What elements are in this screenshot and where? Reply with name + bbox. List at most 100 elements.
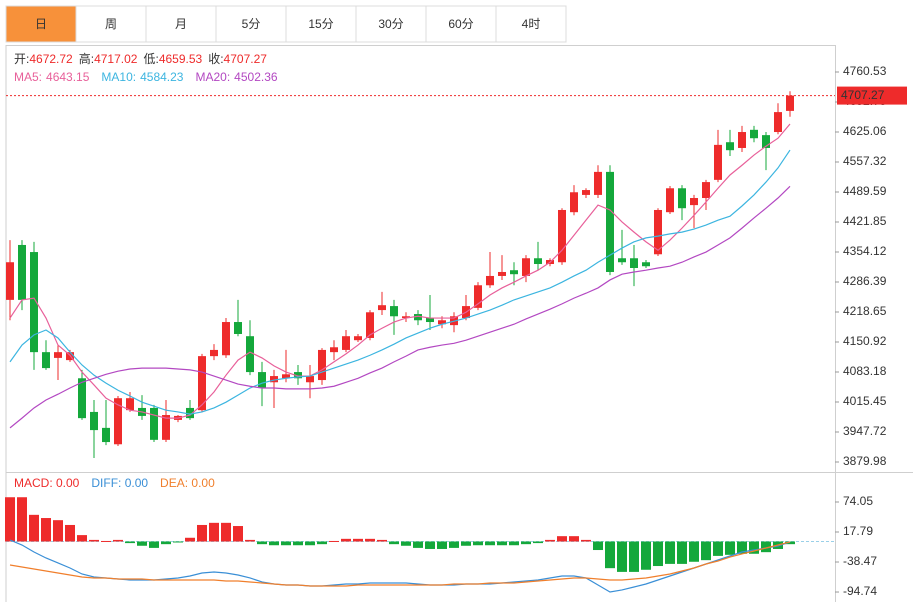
candle-body (306, 376, 314, 383)
legend-name: MA20: (195, 70, 230, 84)
y-tick-label: 3947.72 (843, 424, 887, 438)
y-tick-label: 74.05 (843, 494, 873, 508)
macd-bar (653, 541, 663, 567)
candle-body (78, 378, 86, 419)
macd-bar (737, 541, 747, 554)
candle-body (54, 352, 62, 358)
macd-bar (329, 540, 339, 542)
macd-bar (41, 518, 51, 542)
macd-bar (149, 541, 159, 548)
legend-value: 4584.23 (140, 70, 184, 84)
tab-label[interactable]: 月 (175, 17, 187, 31)
candle-body (678, 188, 686, 209)
ohlc-value: 4659.53 (159, 52, 203, 66)
candle-body (498, 271, 506, 276)
candle-body (162, 415, 170, 440)
macd-bar (437, 541, 447, 549)
tab-label[interactable]: 日 (35, 17, 47, 31)
macd-bar (365, 538, 375, 542)
macd-bar (89, 539, 99, 542)
macd-bar (713, 541, 723, 556)
candle-body (150, 407, 158, 440)
candle-body (774, 112, 782, 133)
candle-body (582, 190, 590, 195)
macd-bar (77, 535, 87, 542)
candle-body (342, 336, 350, 350)
tab-label[interactable]: 5分 (242, 17, 261, 31)
tab[interactable] (495, 5, 567, 43)
candle-body (666, 188, 674, 213)
macd-bar (5, 497, 15, 542)
macd-bar (785, 541, 795, 545)
line-series (9, 149, 791, 415)
macd-bar (521, 541, 531, 545)
macd-bar (245, 539, 255, 542)
candle-body (258, 372, 266, 389)
candle-body (282, 374, 290, 379)
tab[interactable] (215, 5, 287, 43)
candle-body (642, 262, 650, 267)
candle-body (18, 244, 26, 300)
candle-body (486, 275, 494, 286)
line-series (9, 185, 791, 429)
candle-body (702, 182, 710, 199)
y-tick-label: 4083.18 (843, 364, 887, 378)
candle-body (618, 258, 626, 263)
ohlc-label: 低: (143, 52, 158, 66)
candle-body (330, 347, 338, 353)
candle-body (270, 376, 278, 383)
tab-label[interactable]: 60分 (448, 17, 473, 31)
candle-body (750, 129, 758, 139)
macd-bar (593, 541, 603, 551)
tab[interactable] (145, 5, 217, 43)
macd-bar (185, 537, 195, 542)
tab[interactable] (5, 5, 77, 43)
y-tick-label: 4015.45 (843, 394, 887, 408)
macd-bar (665, 541, 675, 564)
candle-body (606, 171, 614, 272)
tab-label[interactable]: 30分 (378, 17, 403, 31)
y-tick-label: -38.47 (843, 554, 877, 568)
macd-bar (761, 541, 771, 553)
macd-bar (569, 536, 579, 542)
macd-bar (545, 539, 555, 542)
tab-label[interactable]: 4时 (522, 17, 541, 31)
macd-bar (641, 541, 651, 570)
macd-bar (125, 541, 135, 544)
macd-bar (137, 541, 147, 546)
candle-body (390, 306, 398, 317)
macd-bar (305, 541, 315, 546)
candle-body (690, 198, 698, 206)
macd-bar (113, 539, 123, 542)
legend-name: MACD: 0.00 (14, 476, 80, 490)
tab[interactable] (75, 5, 147, 43)
last-price-box (837, 86, 907, 105)
candle-body (186, 407, 194, 419)
ohlc-header: 开:4672.72 高:4717.02 低:4659.53 收:4707.27 (14, 51, 267, 66)
y-tick-label: 4218.65 (843, 304, 887, 318)
legend-name: MA5: (14, 70, 42, 84)
macd-bar (557, 536, 567, 542)
candle-body (654, 209, 662, 255)
macd-bar (725, 541, 735, 555)
macd-bar (533, 541, 543, 544)
macd-bar (197, 524, 207, 542)
candle-body (726, 142, 734, 151)
candle-body (294, 372, 302, 379)
y-tick-label: 4150.92 (843, 334, 887, 348)
ohlc-label: 高: (79, 51, 94, 66)
candle-body (210, 349, 218, 357)
macd-bar (449, 541, 459, 548)
macd-bar (221, 522, 231, 542)
tab-label[interactable]: 15分 (308, 17, 333, 31)
candle-body (6, 262, 14, 300)
tab[interactable] (355, 5, 427, 43)
macd-bar (425, 541, 435, 549)
macd-bar (701, 541, 711, 561)
tab-label[interactable]: 周 (105, 17, 117, 31)
ohlc-value: 4717.02 (94, 52, 138, 66)
y-tick-label: 4286.39 (843, 274, 887, 288)
macd-bar (377, 539, 387, 542)
